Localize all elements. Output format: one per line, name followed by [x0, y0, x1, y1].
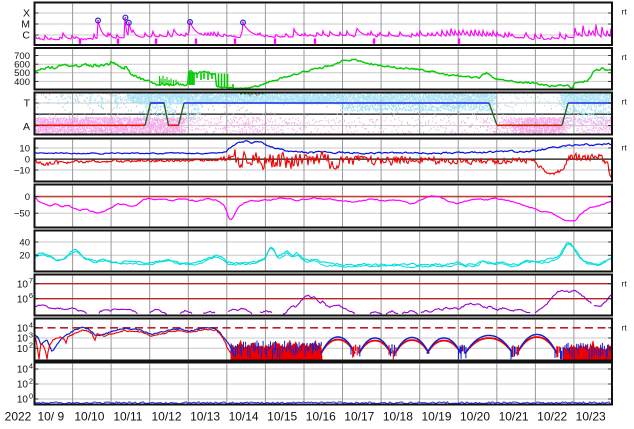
svg-text:rt: rt — [622, 143, 628, 153]
svg-text:M: M — [21, 19, 30, 31]
svg-text:10/ 9: 10/ 9 — [37, 410, 64, 424]
svg-text:4: 4 — [29, 320, 33, 329]
svg-text:rt: rt — [622, 279, 628, 289]
svg-text:7: 7 — [29, 276, 33, 285]
svg-text:600: 600 — [14, 60, 30, 71]
svg-text:10: 10 — [17, 344, 29, 355]
svg-text:T: T — [24, 98, 31, 110]
svg-text:10: 10 — [17, 334, 29, 345]
svg-text:10/11: 10/11 — [113, 410, 142, 424]
svg-text:0: 0 — [29, 392, 33, 401]
svg-text:10/15: 10/15 — [267, 410, 297, 424]
svg-text:−50: −50 — [14, 209, 30, 220]
svg-text:10/16: 10/16 — [306, 410, 336, 424]
svg-text:10: 10 — [19, 143, 30, 154]
svg-text:10/18: 10/18 — [383, 410, 413, 424]
svg-text:0: 0 — [25, 155, 30, 166]
svg-text:rt: rt — [622, 52, 628, 62]
svg-text:10/21: 10/21 — [499, 410, 529, 424]
svg-text:10/19: 10/19 — [421, 410, 451, 424]
svg-text:10: 10 — [17, 365, 29, 376]
svg-text:10: 10 — [17, 395, 29, 406]
svg-text:400: 400 — [14, 77, 30, 88]
svg-text:10/10: 10/10 — [74, 410, 104, 424]
svg-text:4: 4 — [29, 362, 33, 371]
svg-text:10: 10 — [17, 323, 29, 334]
svg-text:10/17: 10/17 — [344, 410, 374, 424]
svg-text:10/22: 10/22 — [537, 410, 567, 424]
svg-text:10: 10 — [17, 279, 29, 290]
svg-text:A: A — [23, 121, 30, 133]
svg-text:10/13: 10/13 — [190, 410, 220, 424]
svg-text:10/23: 10/23 — [576, 410, 606, 424]
svg-text:500: 500 — [14, 68, 30, 79]
svg-text:10: 10 — [17, 294, 29, 305]
svg-text:−10: −10 — [14, 165, 30, 176]
svg-text:6: 6 — [29, 291, 33, 300]
svg-text:0: 0 — [25, 192, 30, 203]
svg-text:rt: rt — [622, 7, 628, 17]
svg-text:10/20: 10/20 — [460, 410, 490, 424]
svg-text:C: C — [22, 30, 30, 42]
svg-text:700: 700 — [14, 51, 30, 62]
svg-text:rt: rt — [622, 323, 628, 333]
svg-text:10/14: 10/14 — [229, 410, 259, 424]
svg-text:2022: 2022 — [5, 410, 32, 424]
svg-text:3: 3 — [29, 331, 33, 340]
svg-text:rt: rt — [622, 97, 628, 107]
svg-text:10/12: 10/12 — [151, 410, 181, 424]
svg-text:40: 40 — [19, 237, 30, 248]
svg-text:10: 10 — [17, 380, 29, 391]
svg-text:2: 2 — [29, 341, 33, 350]
svg-text:20: 20 — [19, 251, 30, 262]
svg-text:2: 2 — [29, 377, 33, 386]
svg-text:X: X — [23, 8, 30, 20]
